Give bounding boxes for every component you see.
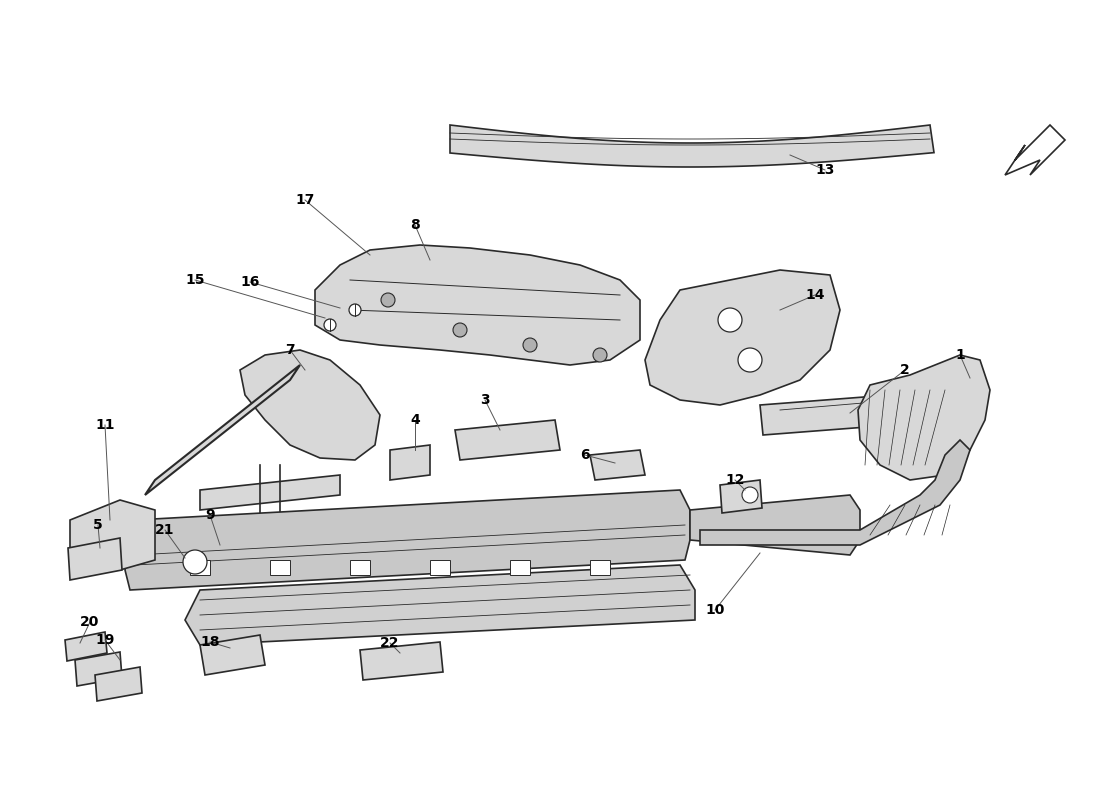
Polygon shape — [145, 365, 300, 495]
Polygon shape — [185, 565, 695, 645]
Text: 11: 11 — [96, 418, 114, 432]
Circle shape — [453, 323, 468, 337]
Polygon shape — [315, 245, 640, 365]
Polygon shape — [760, 395, 893, 435]
Bar — [270, 560, 290, 575]
Circle shape — [742, 487, 758, 503]
Text: 19: 19 — [96, 633, 114, 647]
Circle shape — [381, 293, 395, 307]
Text: 10: 10 — [705, 603, 725, 617]
Polygon shape — [240, 350, 380, 460]
Bar — [430, 560, 450, 575]
Circle shape — [738, 348, 762, 372]
Polygon shape — [390, 445, 430, 480]
Text: 18: 18 — [200, 635, 220, 649]
Text: 13: 13 — [815, 163, 835, 177]
Text: 7: 7 — [285, 343, 295, 357]
Text: 5: 5 — [94, 518, 103, 532]
Polygon shape — [200, 475, 340, 510]
Polygon shape — [645, 270, 840, 405]
Text: 16: 16 — [240, 275, 260, 289]
Polygon shape — [590, 450, 645, 480]
Polygon shape — [200, 635, 265, 675]
Text: 8: 8 — [410, 218, 420, 232]
Circle shape — [593, 348, 607, 362]
Circle shape — [349, 304, 361, 316]
Text: 15: 15 — [185, 273, 205, 287]
Bar — [190, 560, 210, 575]
Polygon shape — [700, 440, 970, 545]
Text: 6: 6 — [580, 448, 590, 462]
Polygon shape — [858, 355, 990, 480]
Polygon shape — [70, 500, 155, 570]
Polygon shape — [65, 632, 107, 661]
Circle shape — [324, 319, 336, 331]
Text: 22: 22 — [381, 636, 399, 650]
Circle shape — [718, 308, 743, 332]
Bar — [350, 560, 370, 575]
Bar — [510, 560, 530, 575]
Text: 12: 12 — [725, 473, 745, 487]
Polygon shape — [720, 480, 762, 513]
Polygon shape — [95, 667, 142, 701]
Polygon shape — [455, 420, 560, 460]
Polygon shape — [68, 538, 122, 580]
Text: 1: 1 — [955, 348, 965, 362]
Circle shape — [522, 338, 537, 352]
Polygon shape — [690, 495, 860, 555]
Text: 20: 20 — [80, 615, 100, 629]
Text: 3: 3 — [481, 393, 490, 407]
Text: 9: 9 — [206, 508, 214, 522]
Polygon shape — [450, 125, 934, 167]
Polygon shape — [75, 652, 122, 686]
Bar — [590, 560, 610, 575]
Text: 17: 17 — [295, 193, 315, 207]
Polygon shape — [125, 490, 690, 590]
Text: 2: 2 — [900, 363, 910, 377]
Text: 21: 21 — [155, 523, 175, 537]
Polygon shape — [360, 642, 443, 680]
Text: 4: 4 — [410, 413, 420, 427]
Circle shape — [183, 550, 207, 574]
Text: 14: 14 — [805, 288, 825, 302]
